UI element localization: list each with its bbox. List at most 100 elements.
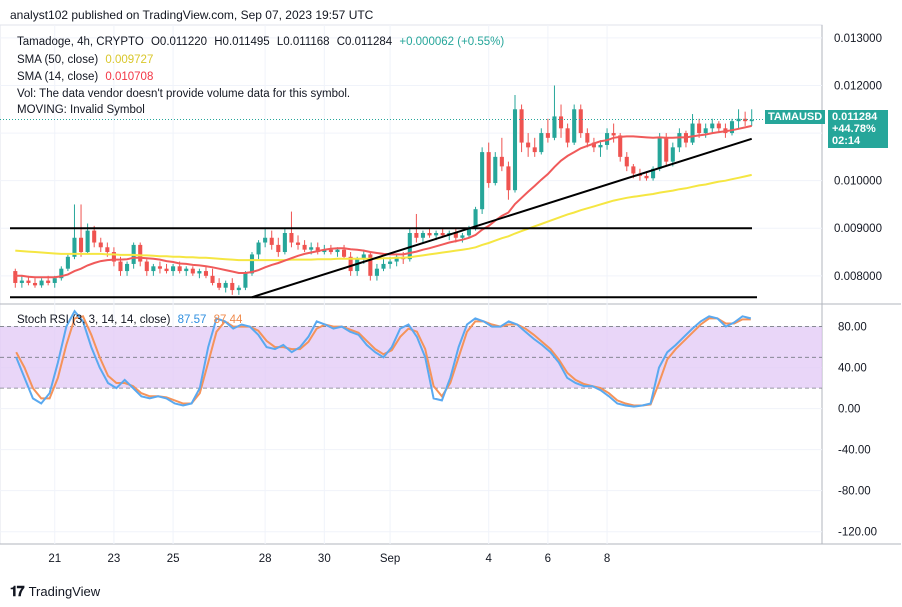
trendlines [0, 119, 822, 299]
price-tick-label: 0.010000 [834, 176, 882, 188]
candle-body [263, 237, 268, 243]
candle-body [144, 261, 149, 272]
candle-body [342, 249, 347, 257]
sma50-line [15, 173, 752, 262]
candle-body [512, 109, 518, 191]
candle-body [368, 254, 373, 276]
candle-body [381, 263, 386, 269]
logo-text: TradingView [28, 584, 101, 599]
candle-body [526, 142, 531, 148]
symbol-tag: TAMAUSD [765, 110, 826, 124]
volume-note: Vol: The data vendor doesn't provide vol… [17, 88, 351, 100]
candle-body [545, 133, 550, 138]
candle-body [13, 271, 18, 283]
candle-body [236, 287, 241, 291]
candle-body [125, 263, 130, 272]
tradingview-logo-icon: 𝟏𝟕 [10, 583, 25, 599]
candle-body [677, 133, 682, 148]
plot-frame [0, 24, 823, 545]
candlesticks [13, 85, 754, 295]
sma14-label: SMA (14, close) [17, 71, 99, 83]
candle-body [302, 244, 307, 250]
publish-header: analyst102 published on TradingView.com,… [10, 8, 374, 22]
price-tick-label: 0.012000 [834, 80, 882, 92]
candle-body [309, 247, 314, 250]
candle-body [335, 249, 340, 253]
sma14-line [15, 124, 752, 279]
legend-change: +0.000062 (+0.55%) [399, 36, 505, 48]
candle-body [105, 247, 110, 253]
current-price-tag: 0.011284 +44.78% 02:14 [828, 110, 888, 148]
candle-body [269, 237, 274, 245]
candle-body [190, 268, 195, 274]
stoch-tick-label: 0.00 [838, 404, 860, 416]
candle-body [565, 128, 570, 143]
candle-body [499, 156, 504, 167]
candle-body [434, 233, 439, 236]
candle-body [697, 123, 702, 134]
candle-body [289, 233, 294, 243]
candle-body [164, 268, 169, 272]
candle-body [493, 156, 498, 184]
candle-body [374, 268, 379, 276]
legend-low: L0.011168 [276, 36, 330, 48]
current-price: 0.011284 [832, 111, 878, 123]
candle-body [151, 266, 156, 272]
candle-body [171, 266, 176, 272]
candle-body [295, 242, 301, 245]
candle-body [315, 247, 320, 253]
stoch-tick-label: -120.00 [838, 527, 877, 539]
candle-body [223, 282, 228, 288]
candle-body [184, 268, 189, 272]
time-tick-label: 8 [604, 553, 610, 565]
stoch-k-value: 87.57 [177, 314, 207, 326]
tradingview-logo[interactable]: 𝟏𝟕 TradingView [10, 583, 100, 600]
sma50-legend: SMA (50, close) 0.009727 [17, 54, 157, 66]
candle-body [92, 230, 97, 243]
candle-body [348, 256, 353, 272]
sma50-label: SMA (50, close) [17, 54, 99, 66]
stoch-tick-label: -40.00 [838, 445, 871, 457]
candle-body [644, 175, 649, 179]
time-tick-label: 30 [318, 553, 331, 565]
candle-body [506, 166, 511, 191]
candle-body [690, 123, 695, 143]
candle-body [388, 261, 393, 264]
stoch-tick-label: 40.00 [838, 363, 867, 375]
candle-body [394, 256, 399, 262]
candle-body [473, 209, 478, 229]
candle-body [85, 230, 90, 253]
candle-body [572, 109, 577, 143]
candle-body [618, 135, 623, 157]
time-tick-label: 23 [108, 553, 121, 565]
candle-body [217, 282, 222, 288]
price-legend: Tamadoge, 4h, CRYPTO O0.011220 H0.011495… [17, 36, 508, 48]
candle-body [466, 228, 472, 236]
candle-body [177, 266, 182, 272]
candle-body [598, 144, 603, 148]
stoch-legend: Stoch RSI (3, 3, 14, 14, close) 87.57 87… [17, 314, 246, 326]
legend-high: H0.011495 [214, 36, 270, 48]
stoch-label: Stoch RSI (3, 3, 14, 14, close) [17, 314, 171, 326]
candle-body [519, 109, 524, 143]
candle-body [729, 121, 735, 134]
candle-body [703, 128, 708, 134]
candle-body [230, 282, 235, 291]
candle-body [743, 118, 748, 122]
candle-body [32, 282, 38, 286]
candle-body [355, 259, 360, 272]
time-tick-label: 6 [545, 553, 551, 565]
candle-body [407, 233, 412, 260]
axes: 0.0130000.0120000.0110000.0100000.009000… [48, 33, 882, 565]
time-tick-label: 21 [48, 553, 61, 565]
candle-body [210, 275, 215, 283]
candle-body [256, 242, 261, 255]
stoch-lines [15, 309, 752, 408]
candle-body [605, 133, 610, 145]
candle-body [276, 244, 281, 253]
candle-body [651, 168, 656, 179]
candle-body [532, 147, 537, 153]
candle-body [670, 147, 675, 162]
sma50-value: 0.009727 [105, 54, 154, 66]
